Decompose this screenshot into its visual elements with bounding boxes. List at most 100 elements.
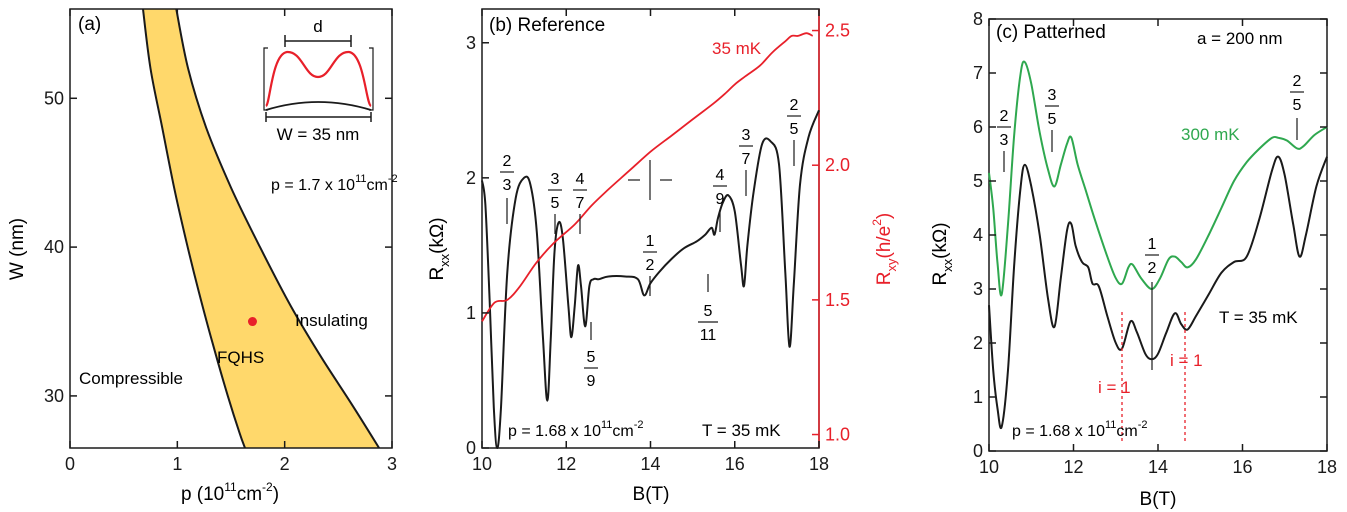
fraction-3-5-c: 3 5 <box>1045 87 1059 152</box>
fqhs-point <box>247 317 257 327</box>
y2-tick-label: 2.5 <box>825 21 850 41</box>
svg-text:5: 5 <box>790 121 799 138</box>
svg-text:3: 3 <box>1048 87 1057 104</box>
x-tick-label: 10 <box>472 454 492 474</box>
panel-a-xlabel: p (1011cm-2) <box>181 480 279 505</box>
y2-tick-label: 2.0 <box>825 155 850 175</box>
svg-text:3: 3 <box>1000 132 1009 149</box>
y-tick-label: 1 <box>466 303 476 323</box>
fraction-5-11: 5 11 <box>698 274 718 344</box>
x-tick-label: 16 <box>725 454 745 474</box>
x-tick-label: 18 <box>1317 457 1337 477</box>
series-300mk-label: 300 mK <box>1181 125 1240 144</box>
panel-a-label: (a) <box>78 14 101 35</box>
panel-b-label: (b) Reference <box>489 15 605 36</box>
panel-a: 0 1 2 3 30 40 50 (a) d W = 35 nm p = 1.7 x 101… <box>7 8 398 505</box>
y-tick-label: 4 <box>973 225 983 245</box>
y-tick-label: 50 <box>44 88 64 108</box>
x-tick-label: 0 <box>65 454 75 474</box>
x-tick-label: 10 <box>979 457 999 477</box>
right-boundary-line <box>175 8 380 449</box>
fraction-3-7: 3 7 <box>739 127 753 196</box>
y-tick-label: 5 <box>973 171 983 191</box>
svg-text:3: 3 <box>742 127 751 144</box>
inset-w-label: W = 35 nm <box>277 125 360 144</box>
compressible-label: Compressible <box>79 369 183 388</box>
panel-a-frame <box>69 8 393 449</box>
svg-text:5: 5 <box>704 303 713 320</box>
panel-b-y2label: Rxy(h/e2) <box>870 213 899 286</box>
inset-charge-distribution <box>265 50 372 108</box>
x-tick-label: 1 <box>172 454 182 474</box>
panel-a-ticks: 0 1 2 3 30 40 50 <box>44 9 397 474</box>
svg-text:4: 4 <box>716 167 725 184</box>
svg-text:5: 5 <box>587 349 596 366</box>
svg-text:1: 1 <box>646 233 655 250</box>
svg-text:5: 5 <box>1048 111 1057 128</box>
fraction-2-5: 2 5 <box>787 97 801 166</box>
fraction-3-5: 3 5 <box>548 171 562 234</box>
y-tick-label: 40 <box>44 237 64 257</box>
fraction-4-9: 4 9 <box>713 167 727 232</box>
svg-text:7: 7 <box>576 195 585 212</box>
panel-c-density-label: p = 1.68 x 1011cm-2 <box>1012 419 1148 440</box>
x-tick-label: 14 <box>1148 457 1168 477</box>
fqhs-label: FQHS <box>217 348 264 367</box>
panel-a-ylabel: W (nm) <box>7 218 28 280</box>
panel-b-temperature-label: T = 35 mK <box>702 421 781 440</box>
x-tick-label: 3 <box>387 454 397 474</box>
rxx-300mk-curve <box>988 60 1328 297</box>
rxy-temperature-label: 35 mK <box>712 39 762 58</box>
x-tick-label: 14 <box>640 454 660 474</box>
insulating-label: Insulating <box>295 311 368 330</box>
svg-text:11: 11 <box>700 327 717 344</box>
panel-b-frame <box>481 8 820 449</box>
svg-text:2: 2 <box>790 97 799 114</box>
panel-c-xlabel: B(T) <box>1140 489 1177 510</box>
x-tick-label: 12 <box>556 454 576 474</box>
fraction-2-3-c: 2 3 <box>997 108 1011 172</box>
y-tick-label: 30 <box>44 386 64 406</box>
rxx-curve <box>481 109 820 450</box>
svg-text:2: 2 <box>1148 260 1157 277</box>
panel-a-density-label: p = 1.7 x 1011cm-2 <box>271 173 398 194</box>
svg-text:9: 9 <box>587 373 596 390</box>
fraction-5-9: 5 9 <box>584 322 598 390</box>
inset-potential <box>265 101 372 111</box>
svg-text:1: 1 <box>1148 236 1157 253</box>
inset-d-label: d <box>313 17 322 36</box>
fraction-2-5-c: 2 5 <box>1290 73 1304 140</box>
left-boundary-line <box>142 8 246 449</box>
i1-right-label: i = 1 <box>1170 351 1203 370</box>
svg-text:2: 2 <box>646 257 655 274</box>
svg-text:2: 2 <box>503 153 512 170</box>
period-label: a = 200 nm <box>1197 29 1283 48</box>
fraction-2-3: 2 3 <box>500 153 514 224</box>
fraction-1-2-c: 1 2 <box>1145 236 1159 277</box>
panel-c-ylabel: Rxx(kΩ) <box>930 222 955 285</box>
fraction-1-2: 1 2 <box>643 233 657 296</box>
x-tick-label: 12 <box>1063 457 1083 477</box>
inset-diagram: d W = 35 nm <box>263 17 374 144</box>
svg-text:4: 4 <box>576 171 585 188</box>
svg-text:9: 9 <box>716 191 725 208</box>
y-tick-label: 2 <box>973 333 983 353</box>
svg-text:5: 5 <box>551 195 560 212</box>
y-tick-label: 6 <box>973 117 983 137</box>
half-filling-marker <box>628 160 672 200</box>
rxx-35mk-curve <box>988 155 1328 430</box>
rxy-curve <box>481 32 814 322</box>
y-tick-label: 2 <box>466 168 476 188</box>
svg-text:2: 2 <box>1000 108 1009 125</box>
y-tick-label: 0 <box>466 438 476 458</box>
panel-b-ylabel: Rxx(kΩ) <box>427 217 452 280</box>
i1-left-label: i = 1 <box>1098 378 1131 397</box>
panel-c-temperature-label: T = 35 mK <box>1219 308 1298 327</box>
svg-text:2: 2 <box>1293 73 1302 90</box>
fraction-4-7: 4 7 <box>573 171 587 234</box>
